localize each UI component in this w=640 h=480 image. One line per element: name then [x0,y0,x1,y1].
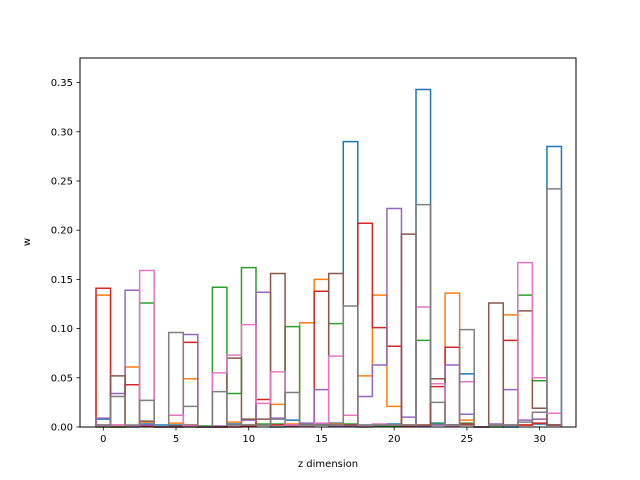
y-axis: 0.00 0.05 0.10 0.15 0.20 0.25 0.30 0.35 [51,78,80,434]
x-tick-label: 15 [315,434,328,445]
x-tick-label: 0 [100,434,106,445]
x-axis: 0 5 10 15 20 25 30 [100,427,546,445]
y-tick-label: 0.15 [51,275,73,286]
y-tick-label: 0.05 [51,373,73,384]
plot-frame [79,57,577,428]
y-tick-label: 0.25 [51,177,73,188]
y-tick-label: 0.10 [51,324,73,335]
x-tick-label: 10 [242,434,255,445]
x-tick-label: 20 [388,434,401,445]
y-tick-label: 0.20 [51,226,73,237]
x-axis-label: z dimension [298,459,358,470]
y-tick-label: 0.30 [51,127,73,138]
x-tick-label: 30 [533,434,546,445]
y-axis-label: w [22,238,33,246]
y-tick-label: 0.35 [51,78,73,89]
y-tick-label: 0.00 [51,423,73,434]
x-tick-label: 25 [461,434,474,445]
x-tick-label: 5 [173,434,179,445]
